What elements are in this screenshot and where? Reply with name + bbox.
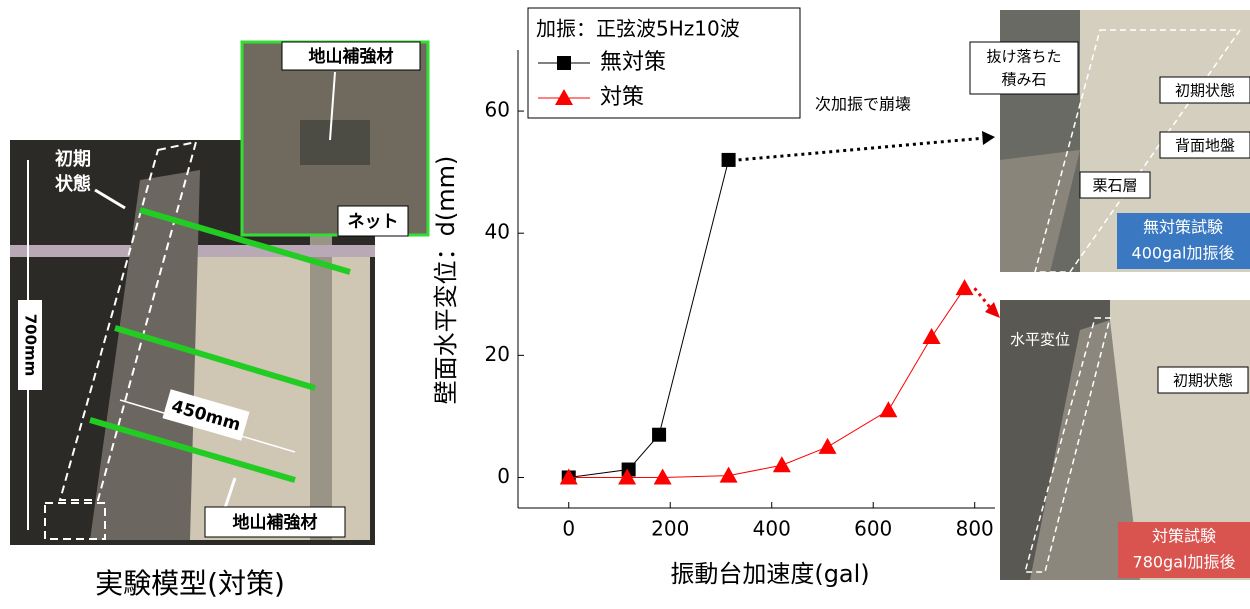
figure: 地山補強材 ネット 初期 状態 700mm 450mm 地山補強材 実験模型(対… xyxy=(0,0,1250,605)
left-photo: 地山補強材 ネット 初期 状態 700mm 450mm 地山補強材 実験模型(対… xyxy=(10,42,428,600)
annotation-arrow xyxy=(739,138,985,160)
label: 地山補強材 xyxy=(309,46,394,67)
x-axis-label: 振動台加速度(gal) xyxy=(670,560,869,588)
right-bottom-photo: 水平変位 初期状態 対策試験 780gal加振後 xyxy=(1000,300,1250,580)
label: 抜け落ちた xyxy=(986,48,1061,66)
series-line xyxy=(569,288,965,477)
x-tick-label: 600 xyxy=(854,517,892,541)
x-tick-label: 200 xyxy=(651,517,689,541)
marker xyxy=(654,468,672,484)
x-tick-label: 800 xyxy=(956,517,994,541)
label: 状態 xyxy=(55,173,91,195)
annotation: 次加振で崩壊 xyxy=(815,95,911,114)
marker xyxy=(923,328,941,344)
legend-label: 無対策 xyxy=(600,50,666,75)
y-tick-label: 60 xyxy=(485,98,510,122)
label: 背面地盤 xyxy=(1175,137,1235,155)
series-line xyxy=(569,160,729,478)
x-tick-label: 400 xyxy=(753,517,791,541)
label: 初期 xyxy=(55,148,91,170)
marker xyxy=(773,456,791,472)
y-tick-label: 20 xyxy=(485,342,510,366)
marker xyxy=(879,401,897,417)
annotation-arrow xyxy=(975,288,992,310)
label: 水平変位 xyxy=(1010,331,1070,349)
label: 地山補強材 xyxy=(233,512,318,533)
label: 無対策試験 xyxy=(1143,218,1223,237)
right-top-photo: 抜け落ちた 積み石 初期状態 背面地盤 栗石層 無対策試験 400gal加振後 xyxy=(970,10,1250,272)
y-tick-label: 40 xyxy=(485,220,510,244)
x-tick-label: 0 xyxy=(562,517,575,541)
label: 700mm xyxy=(22,314,40,377)
label: 栗石層 xyxy=(1092,177,1137,195)
marker xyxy=(722,153,736,167)
caption: 実験模型(対策) xyxy=(95,567,285,600)
label: 780gal加振後 xyxy=(1133,553,1236,572)
legend-marker xyxy=(557,56,571,70)
arrowhead xyxy=(985,302,1000,318)
arrowhead xyxy=(982,131,995,145)
label: ネット xyxy=(348,212,399,232)
legend-title: 加振：正弦波5Hz10波 xyxy=(536,17,740,41)
label: 初期状態 xyxy=(1175,82,1235,100)
y-tick-label: 0 xyxy=(497,464,510,488)
label: 対策試験 xyxy=(1152,527,1216,546)
marker xyxy=(956,279,974,295)
y-axis-label: 壁面水平変位：d(mm) xyxy=(432,156,460,405)
label: 400gal加振後 xyxy=(1132,244,1235,263)
legend-label: 対策 xyxy=(600,85,644,110)
label: 初期状態 xyxy=(1173,372,1233,390)
marker xyxy=(819,438,837,454)
label: 積み石 xyxy=(1001,71,1046,89)
marker xyxy=(652,428,666,442)
